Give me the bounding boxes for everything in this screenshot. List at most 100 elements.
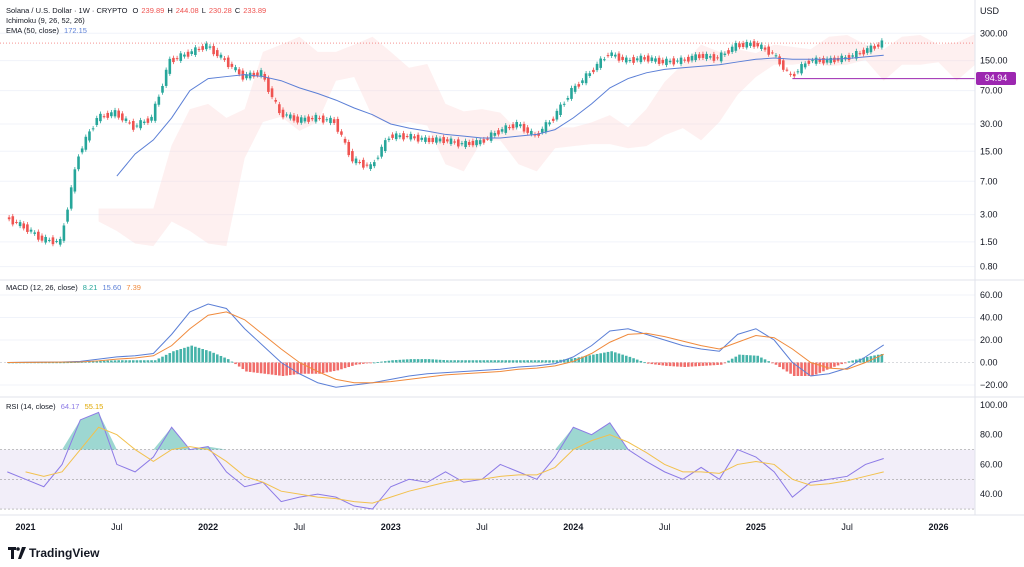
- macd-hist-bar: [701, 362, 705, 366]
- macd-hist-bar: [814, 362, 818, 375]
- macd-hist-bar: [456, 360, 460, 363]
- tradingview-logo-icon: [8, 547, 26, 559]
- macd-hist-bar: [650, 362, 654, 365]
- candle-body: [321, 115, 325, 123]
- candle-body: [237, 69, 241, 75]
- ema-value: 172.15: [64, 26, 87, 35]
- rsi-ma-value: 55.15: [84, 402, 104, 411]
- ohlc-val: 244.08: [175, 6, 199, 15]
- candle-body: [584, 73, 588, 84]
- macd-hist-bar: [91, 361, 95, 363]
- brand-logo[interactable]: TradingView: [8, 546, 99, 560]
- macd-hist-bar: [340, 362, 343, 370]
- candle-body: [11, 216, 15, 225]
- macd-hist-bar: [825, 362, 829, 370]
- ohlc-o: O 239.89: [133, 6, 165, 15]
- candle-body: [55, 241, 58, 243]
- candle-body: [851, 55, 854, 57]
- candle-body: [767, 46, 770, 55]
- candle-body: [781, 60, 785, 70]
- candle-body: [398, 135, 402, 138]
- candle-body: [18, 222, 22, 227]
- macd-hist-bar: [303, 362, 307, 374]
- candle-body: [453, 141, 456, 143]
- candle-body: [351, 151, 354, 162]
- candle-body: [391, 134, 394, 138]
- candle-body: [548, 122, 551, 125]
- macd-hist-bar: [190, 345, 194, 363]
- macd-hist-bar: [617, 353, 621, 363]
- price-axis[interactable]: 300.00 150.00 70.00 30.00 15.00 7.00 3.00 1.50 0…: [980, 28, 1008, 499]
- macd-hist-bar: [577, 357, 581, 363]
- candle-body: [705, 53, 708, 60]
- macd-hist-bar: [351, 362, 354, 366]
- time-tick-label: Jul: [841, 522, 853, 532]
- macd-tick-label: 0.00: [980, 358, 998, 368]
- candle-body: [727, 50, 730, 54]
- candle-body: [573, 85, 577, 92]
- macd-hist-bar: [624, 355, 628, 363]
- ohlc-key: L: [201, 6, 206, 15]
- macd-hist-bar: [383, 361, 387, 363]
- ohlc-key: O: [132, 6, 139, 15]
- macd-hist-bar: [354, 362, 358, 365]
- header-legend[interactable]: Solana / U.S. Dollar · 1W · CRYPTO O 239.…: [6, 6, 272, 36]
- rsi-legend[interactable]: RSI (14, close) 64.17 55.15: [6, 402, 106, 412]
- candle-body: [380, 146, 383, 157]
- candle-body: [365, 164, 369, 166]
- macd-legend[interactable]: MACD (12, 26, close) 8.21 15.60 7.39: [6, 283, 144, 293]
- candle-body: [577, 84, 581, 87]
- candle-body: [164, 69, 168, 86]
- macd-hist-bar: [493, 360, 497, 363]
- ema-line: [116, 54, 884, 177]
- macd-hist-bar: [256, 362, 259, 373]
- time-axis[interactable]: 2021 Jul 2022 Jul 2023 Jul 2024 Jul 2025 Jul 2026: [16, 522, 949, 532]
- macd-hist-bar: [252, 362, 256, 373]
- ichimoku-cloud: [98, 34, 975, 247]
- macd-hist-bar: [84, 361, 88, 363]
- macd-hist-bar: [752, 355, 756, 363]
- macd-hist-bar: [785, 362, 789, 372]
- macd-hist-bar: [347, 362, 351, 367]
- candle-body: [540, 128, 544, 133]
- macd-hist-bar: [540, 360, 544, 363]
- macd-hist-bar: [329, 362, 332, 372]
- price-tick-label: 30.00: [980, 119, 1003, 129]
- candle-body: [245, 74, 248, 79]
- candle-body: [530, 130, 533, 135]
- candle-body: [478, 140, 482, 145]
- candle-body: [289, 114, 292, 119]
- macd-hist-bar: [281, 362, 285, 376]
- candle-body: [752, 41, 756, 47]
- price-panel[interactable]: [0, 32, 975, 268]
- macd-hist-bar: [307, 362, 310, 374]
- candle-body: [833, 57, 836, 63]
- candle-body: [383, 140, 387, 151]
- candle-body: [807, 60, 811, 64]
- candle-body: [102, 116, 106, 118]
- candle-body: [486, 138, 489, 140]
- symbol-row: Solana / U.S. Dollar · 1W · CRYPTO O 239.…: [6, 6, 272, 16]
- macd-panel[interactable]: [0, 294, 975, 388]
- macd-hist-bar: [727, 360, 730, 363]
- rsi-panel[interactable]: [0, 411, 975, 510]
- macd-hist-bar: [226, 359, 230, 363]
- candle-body: [128, 122, 131, 124]
- macd-hist-bar: [449, 360, 453, 363]
- macd-hist-bar: [511, 360, 515, 363]
- candle-body: [318, 117, 321, 119]
- macd-hist-bar: [289, 362, 292, 376]
- candle-body: [325, 119, 329, 121]
- ohlc-h: H 244.08: [167, 6, 198, 15]
- candle-body: [811, 60, 814, 62]
- ema-label: EMA (50, close): [6, 26, 59, 35]
- candle-body: [803, 63, 807, 68]
- ohlc-val: 233.89: [243, 6, 267, 15]
- candle-body: [387, 138, 391, 141]
- macd-hist-bar: [486, 360, 489, 363]
- candle-body: [449, 138, 453, 145]
- macd-hist-bar: [646, 362, 650, 364]
- macd-hist-bar: [453, 360, 456, 363]
- candle-body: [139, 120, 142, 129]
- candle-body: [880, 40, 884, 48]
